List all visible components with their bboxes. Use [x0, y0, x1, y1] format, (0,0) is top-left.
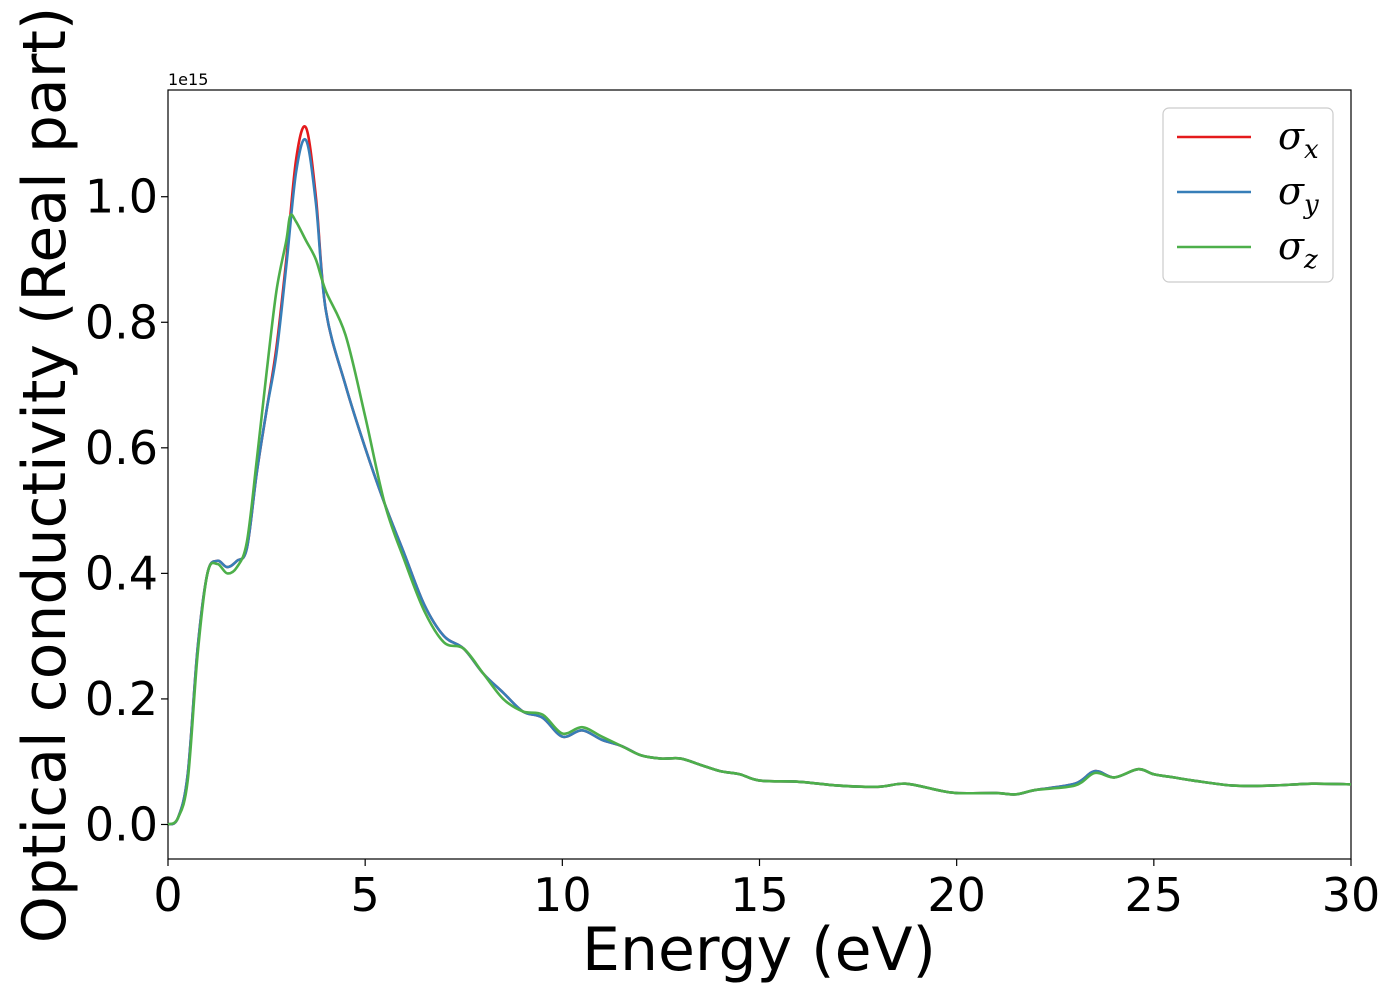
legend-box: [1162, 107, 1334, 283]
legend-label-y: σy: [1278, 169, 1319, 220]
y-axis-label: Optical conductivity (Real part): [10, 7, 80, 944]
y-tick-label: 0.4: [85, 546, 158, 600]
x-tick-label: 30: [1322, 868, 1381, 922]
legend-label-x: σx: [1278, 114, 1319, 165]
series-layer: [167, 125, 1352, 826]
x-tick-label: 0: [153, 868, 182, 922]
x-tick-label: 20: [927, 868, 986, 922]
x-axis-ticks: 0 5 10 15 20 25 30: [153, 859, 1380, 922]
y-tick-label: 0.8: [85, 295, 158, 349]
legend-label-z: σz: [1278, 224, 1318, 275]
y-axis-ticks: 0.0 0.2 0.4 0.6 0.8 1.0: [85, 170, 168, 851]
x-tick-label: 5: [351, 868, 380, 922]
y-tick-label: 0.0: [85, 797, 158, 851]
x-tick-label: 25: [1125, 868, 1184, 922]
y-tick-label: 0.2: [85, 672, 158, 726]
y-offset-label: 1e15: [168, 70, 208, 89]
y-tick-label: 1.0: [85, 170, 158, 224]
series-line-z: [167, 213, 1352, 826]
x-axis-label: Energy (eV): [582, 915, 936, 985]
x-tick-label: 15: [730, 868, 789, 922]
series-line-y: [167, 137, 1352, 826]
y-tick-label: 0.6: [85, 421, 158, 475]
x-tick-label: 10: [533, 868, 592, 922]
